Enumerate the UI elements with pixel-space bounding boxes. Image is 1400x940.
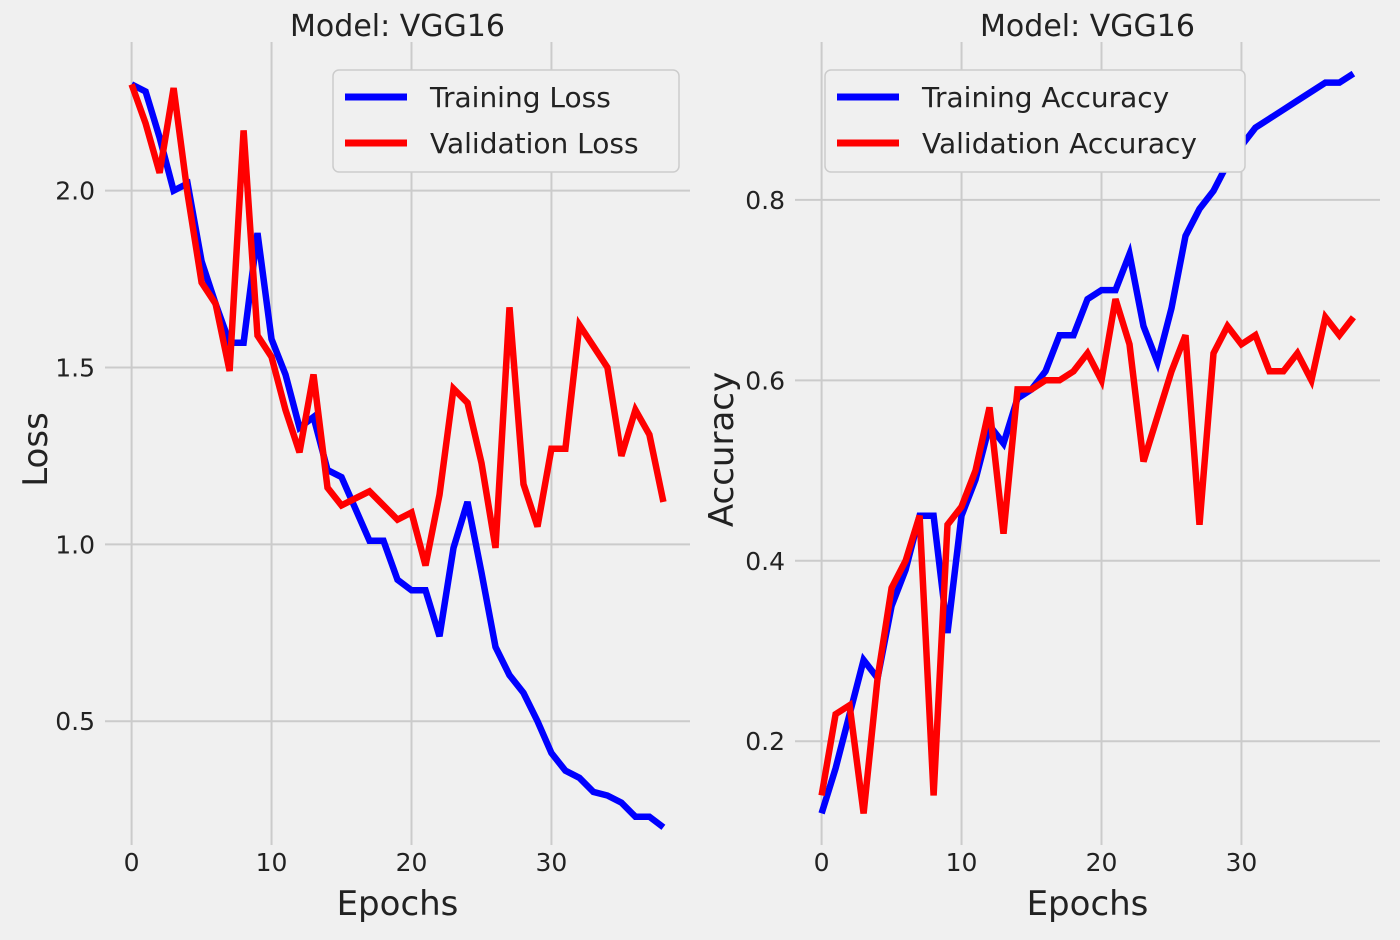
x-tick-label: 30 <box>536 848 568 877</box>
y-tick-label: 2.0 <box>55 177 95 206</box>
y-tick-label: 1.5 <box>55 353 95 382</box>
legend: Training Accuracy Validation Accuracy <box>824 69 1246 173</box>
y-tick-label: 0.4 <box>745 547 785 576</box>
legend: Training Loss Validation Loss <box>332 69 680 173</box>
legend-box <box>332 69 680 173</box>
y-axis-label: Accuracy <box>702 372 742 527</box>
series-line-validation-loss <box>128 83 667 567</box>
legend-label: Training Loss <box>429 81 611 114</box>
loss-chart-panel: 0 10 20 30 0.5 1.0 1.5 2.0 Model: VGG16 Epochs Los… <box>16 9 690 924</box>
x-tick-label: 0 <box>814 848 830 877</box>
x-axis-label: Epochs <box>337 884 459 924</box>
x-tick-label: 20 <box>396 848 428 877</box>
x-tick-label: 10 <box>946 848 978 877</box>
x-tick-label: 30 <box>1226 848 1258 877</box>
accuracy-chart-panel: 0 10 20 30 0.2 0.4 0.6 0.8 Model: VGG16 Epochs Acc… <box>702 9 1380 924</box>
plot-area <box>795 42 1380 845</box>
y-tick-label: 0.2 <box>745 727 785 756</box>
plot-area <box>105 42 690 845</box>
x-axis-label: Epochs <box>1027 884 1149 924</box>
legend-label: Training Accuracy <box>921 81 1169 114</box>
legend-label: Validation Loss <box>430 127 639 160</box>
legend-label: Validation Accuracy <box>922 127 1197 160</box>
y-tick-label: 1.0 <box>55 530 95 559</box>
y-tick-label: 0.6 <box>745 366 785 395</box>
x-tick-label: 10 <box>256 848 288 877</box>
y-axis-label: Loss <box>16 412 56 487</box>
y-tick-label: 0.8 <box>745 186 785 215</box>
chart-title: Model: VGG16 <box>290 9 505 44</box>
x-tick-label: 0 <box>124 848 140 877</box>
legend-box <box>824 69 1246 173</box>
chart-title: Model: VGG16 <box>980 9 1195 44</box>
x-tick-label: 20 <box>1086 848 1118 877</box>
y-tick-label: 0.5 <box>55 707 95 736</box>
series-line-validation-accuracy <box>818 298 1356 814</box>
